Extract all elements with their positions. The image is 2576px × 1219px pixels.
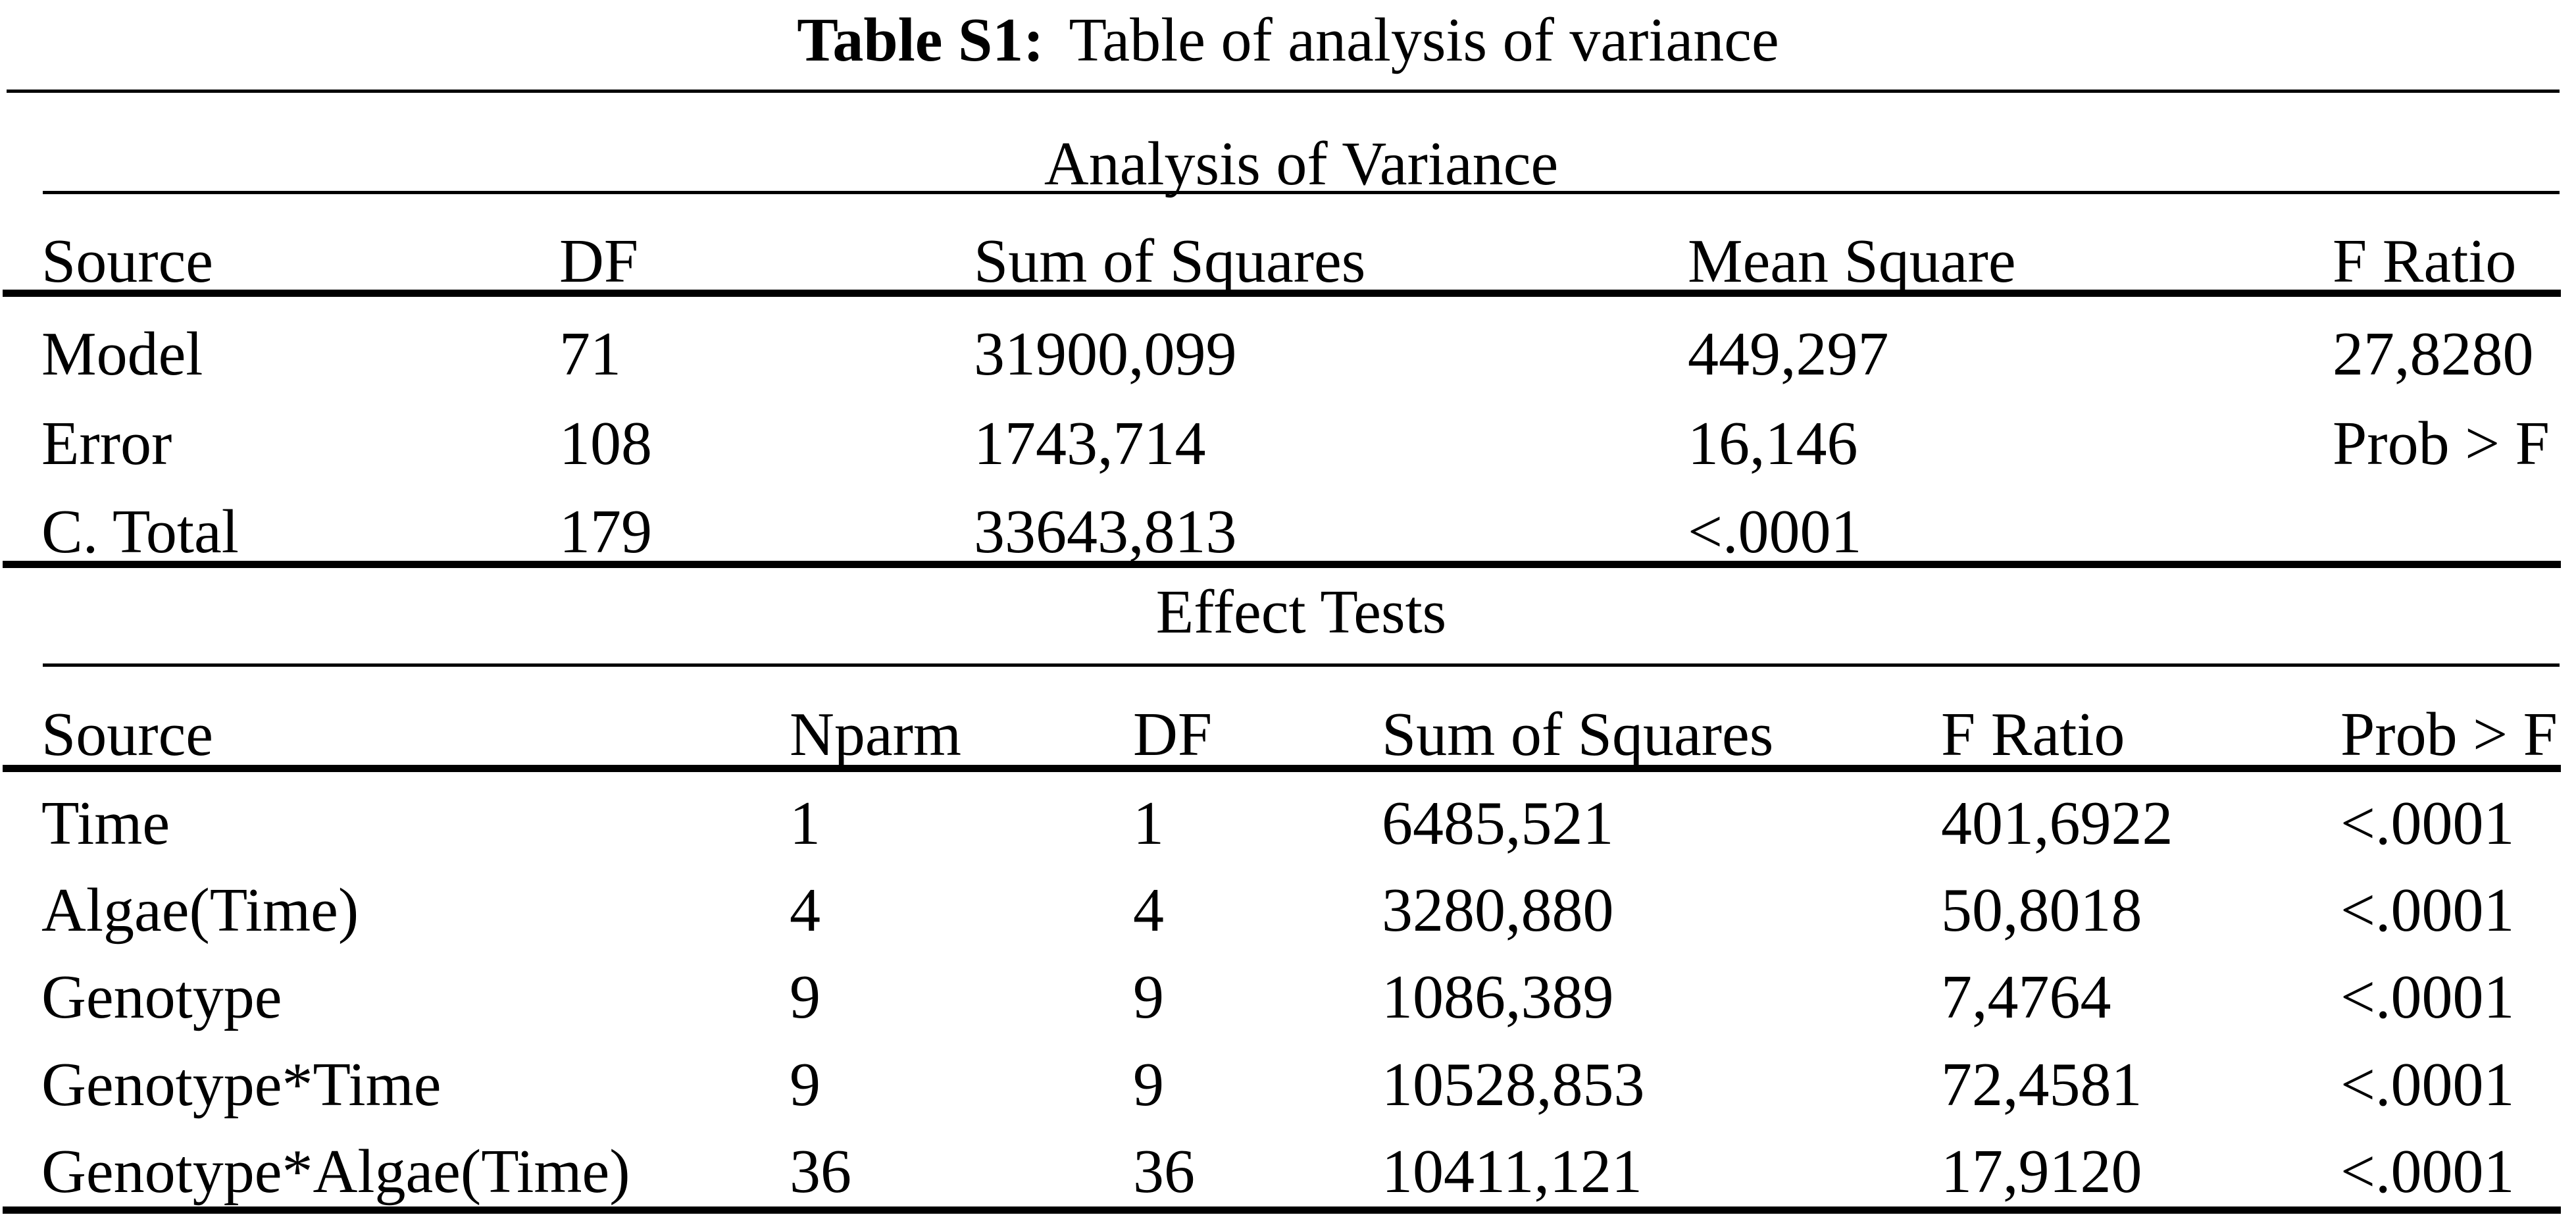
horizontal-rule-anova-bottom <box>3 561 2561 568</box>
horizontal-rule-under-effect-tests-header <box>3 765 2561 772</box>
cell-nparm: 9 <box>790 963 821 1031</box>
cell-source: Algae(Time) <box>41 876 359 945</box>
column-header-df: DF <box>559 227 639 296</box>
cell-df: 9 <box>1133 963 1164 1031</box>
cell-nparm: 9 <box>790 1050 821 1119</box>
column-header-mean-square: Mean Square <box>1688 227 2016 296</box>
column-header-f-ratio: F Ratio <box>2333 227 2517 296</box>
table-row-genotype: Genotype 9 9 1086,389 7,4764 <.0001 <box>41 960 2560 1035</box>
column-header-source: Source <box>41 227 214 296</box>
column-header-sum-of-squares: Sum of Squares <box>974 227 1366 296</box>
cell-mean-square: 449,297 <box>1688 320 1889 388</box>
cell-source: Error <box>41 409 172 478</box>
horizontal-rule-under-anova-title <box>43 191 2560 194</box>
cell-sum-of-squares: 10528,853 <box>1382 1050 1645 1119</box>
cell-f-ratio: 27,8280 <box>2333 320 2534 388</box>
anova-header-row: Source DF Sum of Squares Mean Square F R… <box>41 224 2560 299</box>
column-header-f-ratio: F Ratio <box>1941 700 2125 769</box>
column-header-df: DF <box>1133 700 1213 769</box>
horizontal-rule-bottom <box>3 1206 2561 1214</box>
table-row-c-total: C. Total 179 33643,813 <.0001 <box>41 494 2560 570</box>
column-header-source: Source <box>41 700 214 769</box>
cell-sum-of-squares: 3280,880 <box>1382 876 1614 945</box>
cell-df: 4 <box>1133 876 1164 945</box>
cell-sum-of-squares: 10411,121 <box>1382 1137 1643 1206</box>
cell-df: 1 <box>1133 789 1164 858</box>
column-header-nparm: Nparm <box>790 700 962 769</box>
cell-sum-of-squares: 1743,714 <box>974 409 1206 478</box>
cell-sum-of-squares: 1086,389 <box>1382 963 1614 1031</box>
cell-empty <box>2333 494 2560 570</box>
horizontal-rule-top <box>7 90 2560 93</box>
cell-sum-of-squares: 33643,813 <box>974 498 1237 566</box>
horizontal-rule-under-anova-header <box>3 290 2561 297</box>
column-header-prob-f: Prob > F <box>2340 700 2558 769</box>
cell-nparm: 36 <box>790 1137 851 1206</box>
cell-prob-value: <.0001 <box>1688 498 1862 566</box>
cell-prob-f: <.0001 <box>2340 963 2515 1031</box>
effect-tests-header-row: Source Nparm DF Sum of Squares F Ratio P… <box>41 697 2560 773</box>
cell-f-ratio: 72,4581 <box>1941 1050 2142 1119</box>
cell-f-ratio: 50,8018 <box>1941 876 2142 945</box>
cell-df: 36 <box>1133 1137 1195 1206</box>
table-row-genotype-algae-time: Genotype*Algae(Time) 36 36 10411,121 17,… <box>41 1134 2560 1210</box>
cell-prob-f: <.0001 <box>2340 1050 2515 1119</box>
cell-nparm: 4 <box>790 876 821 945</box>
horizontal-rule-under-effect-tests-title <box>43 663 2560 667</box>
cell-source: C. Total <box>41 498 239 566</box>
cell-f-ratio: 7,4764 <box>1941 963 2111 1031</box>
cell-df: 179 <box>559 498 652 566</box>
column-header-sum-of-squares: Sum of Squares <box>1382 700 1774 769</box>
cell-df: 9 <box>1133 1050 1164 1119</box>
table-row-genotype-time: Genotype*Time 9 9 10528,853 72,4581 <.00… <box>41 1047 2560 1123</box>
table-row-algae-time: Algae(Time) 4 4 3280,880 50,8018 <.0001 <box>41 873 2560 948</box>
table-row-time: Time 1 1 6485,521 401,6922 <.0001 <box>41 786 2560 862</box>
cell-f-ratio: 401,6922 <box>1941 789 2173 858</box>
cell-prob-f-label: Prob > F <box>2333 409 2550 478</box>
cell-source: Genotype*Algae(Time) <box>41 1137 630 1206</box>
cell-sum-of-squares: 6485,521 <box>1382 789 1614 858</box>
table-row-model: Model 71 31900,099 449,297 27,8280 <box>41 317 2560 392</box>
cell-sum-of-squares: 31900,099 <box>974 320 1237 388</box>
table-caption: Table of analysis of variance <box>1069 6 1779 74</box>
cell-source: Model <box>41 320 203 388</box>
section-title-anova: Analysis of Variance <box>1044 130 1559 198</box>
table-number-label: Table S1: <box>797 6 1044 74</box>
cell-prob-f: <.0001 <box>2340 1137 2515 1206</box>
table-row-error: Error 108 1743,714 16,146 Prob > F <box>41 406 2560 482</box>
cell-mean-square: 16,146 <box>1688 409 1858 478</box>
page-title: Table S1: Table of analysis of variance <box>0 3 2576 78</box>
cell-prob-f: <.0001 <box>2340 789 2515 858</box>
cell-source: Genotype <box>41 963 282 1031</box>
cell-df: 71 <box>559 320 621 388</box>
cell-prob-f: <.0001 <box>2340 876 2515 945</box>
cell-df: 108 <box>559 409 652 478</box>
section-title-effect-tests: Effect Tests <box>1155 578 1447 646</box>
cell-f-ratio: 17,9120 <box>1941 1137 2142 1206</box>
cell-source: Genotype*Time <box>41 1050 442 1119</box>
cell-source: Time <box>41 789 170 858</box>
cell-nparm: 1 <box>790 789 821 858</box>
